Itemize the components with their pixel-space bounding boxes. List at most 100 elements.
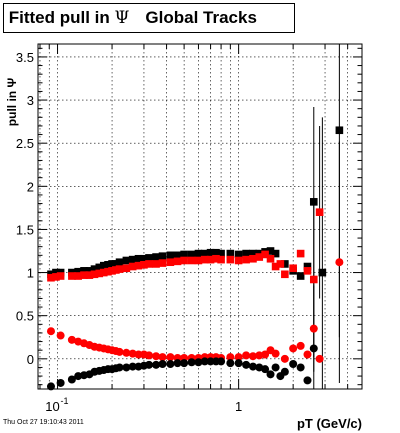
data-point-circle — [315, 354, 324, 363]
data-point-square — [271, 249, 280, 258]
data-point-circle — [289, 344, 298, 353]
data-point-square — [52, 268, 60, 277]
data-point-square — [187, 250, 196, 259]
y-axis-label: pull in Ψ — [5, 78, 19, 127]
data-point-circle — [280, 354, 289, 363]
data-point-square — [68, 272, 76, 280]
data-point-circle — [128, 362, 137, 371]
axis-ticks — [38, 44, 362, 389]
chart-title-suffix: Global Tracks — [145, 8, 257, 27]
y-tick-label: 2.5 — [16, 136, 34, 151]
data-point-square — [234, 250, 243, 259]
data-point-square — [104, 267, 112, 276]
data-point-square — [56, 272, 65, 280]
data-point-circle — [122, 348, 131, 357]
data-point-circle — [46, 327, 55, 336]
data-point-square — [85, 267, 94, 275]
data-point-square — [85, 271, 94, 279]
data-point-circle — [173, 359, 182, 368]
data-point-square — [158, 252, 167, 260]
data-point-circle — [226, 353, 235, 362]
data-point-circle — [115, 363, 124, 372]
data-point-circle — [152, 352, 161, 361]
data-point-square — [200, 249, 209, 258]
data-point-circle — [289, 359, 298, 368]
data-point-circle — [46, 382, 55, 391]
chart-title-box: Fitted pull in Ψ Global Tracks — [3, 3, 295, 33]
data-point-square — [166, 258, 175, 267]
data-point-circle — [180, 359, 189, 368]
data-point-square — [303, 267, 312, 275]
data-point-circle — [248, 362, 257, 371]
data-point-square — [115, 265, 124, 273]
grid — [38, 44, 362, 389]
timestamp-footer: Thu Oct 27 19:10:43 2011 — [3, 419, 84, 426]
data-point-square — [180, 256, 188, 265]
data-point-circle — [234, 359, 243, 368]
data-point-square — [242, 255, 250, 264]
data-point-square — [309, 275, 318, 284]
data-point-circle — [187, 358, 196, 367]
data-point-square — [187, 256, 196, 265]
data-point-square — [145, 254, 153, 262]
data-point-circle — [309, 324, 318, 333]
data-point-circle — [158, 353, 167, 362]
data-point-square — [281, 270, 289, 279]
data-point-square — [271, 262, 280, 271]
data-point-square — [99, 268, 108, 277]
data-point-circle — [271, 363, 280, 372]
data-point-circle — [122, 363, 131, 372]
data-point-square — [206, 248, 215, 257]
data-point-circle — [280, 367, 289, 376]
y-tick-label: 1 — [27, 266, 34, 281]
data-point-square — [249, 249, 257, 258]
data-point-square — [99, 261, 108, 270]
data-point-square — [52, 273, 60, 281]
data-point-circle — [248, 352, 257, 361]
data-point-circle — [56, 331, 65, 340]
data-point-square — [266, 254, 275, 263]
data-point-square — [303, 262, 312, 271]
y-tick-label: 1.5 — [16, 222, 34, 237]
data-point-circle — [158, 359, 167, 368]
data-point-circle — [200, 357, 209, 366]
data-point-square — [108, 260, 116, 268]
data-point-square — [266, 247, 275, 255]
data-point-square — [173, 257, 182, 266]
data-point-square — [242, 249, 250, 258]
data-point-square — [134, 261, 143, 270]
data-point-square — [217, 249, 225, 258]
chart-title-prefix: Fitted pull in — [8, 8, 115, 27]
data-point-circle — [303, 350, 312, 359]
y-tick-label: 3.5 — [16, 50, 34, 65]
data-point-circle — [303, 376, 312, 385]
x-tick-label: 10 — [45, 399, 59, 414]
data-point-circle — [166, 359, 175, 368]
data-point-circle — [217, 357, 226, 366]
data-points — [46, 126, 344, 391]
data-point-circle — [242, 360, 251, 369]
y-tick-label: 2 — [27, 179, 34, 194]
data-point-circle — [261, 365, 270, 374]
data-point-square — [95, 269, 104, 278]
data-point-square — [90, 265, 99, 273]
data-point-square — [74, 267, 82, 276]
data-point-square — [318, 268, 327, 277]
data-point-circle — [115, 347, 124, 356]
data-point-square — [226, 249, 235, 258]
data-point-square — [212, 254, 220, 263]
data-point-circle — [194, 358, 203, 367]
axis-labels: 0 0.5 1 1.5 2 2.5 3 3.5 10 -1 1 — [16, 50, 242, 414]
data-point-square — [309, 198, 318, 206]
data-point-square — [234, 256, 243, 265]
data-point-circle — [261, 350, 270, 359]
data-point-square — [296, 249, 305, 258]
data-point-circle — [152, 360, 161, 369]
data-point-square — [276, 260, 285, 268]
data-point-square — [104, 261, 112, 269]
data-point-square — [173, 251, 182, 260]
data-point-square — [289, 264, 297, 273]
data-point-square — [152, 260, 160, 268]
data-point-square — [212, 248, 220, 257]
